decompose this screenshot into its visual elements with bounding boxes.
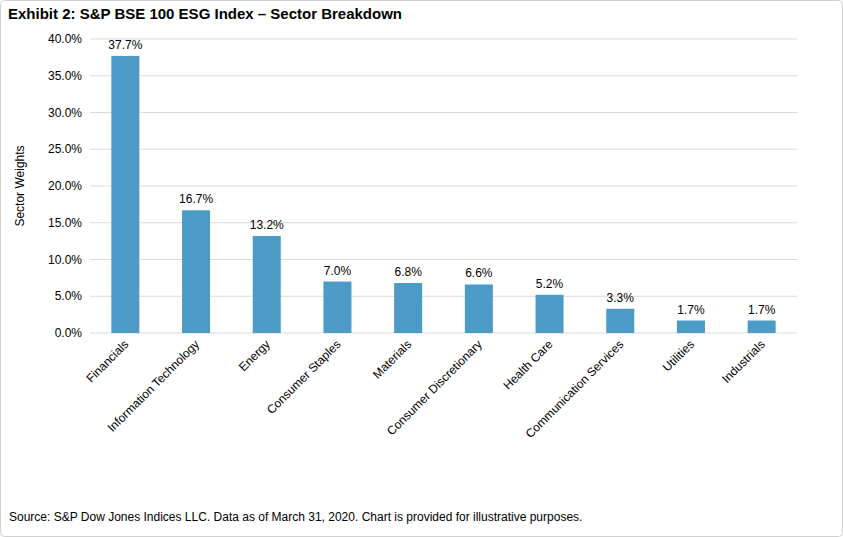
data-label: 6.8% bbox=[394, 265, 422, 279]
data-label: 6.6% bbox=[465, 266, 493, 280]
y-tick-label: 30.0% bbox=[48, 106, 82, 120]
bar bbox=[394, 283, 422, 333]
bar bbox=[253, 236, 281, 333]
grid-line bbox=[90, 75, 797, 76]
y-tick-label: 10.0% bbox=[48, 253, 82, 267]
x-tick-label: Consumer Discretionary bbox=[384, 337, 485, 438]
y-tick-label: 35.0% bbox=[48, 69, 82, 83]
y-tick-label: 20.0% bbox=[48, 179, 82, 193]
data-label: 13.2% bbox=[250, 218, 284, 232]
data-label: 1.7% bbox=[677, 303, 705, 317]
data-label: 37.7% bbox=[108, 38, 142, 52]
bar bbox=[748, 321, 776, 333]
bars bbox=[111, 56, 775, 333]
x-tick-label: Energy bbox=[236, 337, 273, 374]
bar bbox=[111, 56, 139, 333]
x-tick-label: Health Care bbox=[500, 337, 555, 392]
data-label: 5.2% bbox=[536, 277, 564, 291]
y-tick-label: 15.0% bbox=[48, 216, 82, 230]
bar bbox=[182, 210, 210, 333]
x-tick-label: Utilities bbox=[660, 337, 697, 374]
data-label: 1.7% bbox=[748, 303, 776, 317]
grid-line bbox=[90, 149, 797, 150]
bar bbox=[536, 295, 564, 333]
frame bbox=[1, 1, 843, 537]
grid-line bbox=[90, 186, 797, 187]
bar bbox=[323, 282, 351, 333]
y-tick-label: 5.0% bbox=[55, 289, 83, 303]
title: Exhibit 2: S&P BSE 100 ESG Index – Secto… bbox=[8, 5, 402, 22]
x-tick-label: Information Technology bbox=[105, 337, 202, 434]
bar bbox=[606, 309, 634, 333]
y-axis-label: Sector Weights bbox=[13, 145, 27, 226]
y-tick-label: 40.0% bbox=[48, 32, 82, 46]
grid-line bbox=[90, 112, 797, 113]
x-tick-label: Industrials bbox=[719, 337, 768, 386]
x-tick-label: Materials bbox=[370, 337, 414, 381]
grid-line bbox=[90, 39, 797, 40]
data-label: 7.0% bbox=[324, 264, 352, 278]
chart: Exhibit 2: S&P BSE 100 ESG Index – Secto… bbox=[0, 0, 843, 537]
y-tick-label: 25.0% bbox=[48, 142, 82, 156]
data-label: 3.3% bbox=[607, 291, 635, 305]
bar bbox=[677, 321, 705, 333]
x-tick-label: Communication Services bbox=[523, 337, 627, 441]
x-tick-label: Financials bbox=[83, 337, 131, 385]
data-label: 16.7% bbox=[179, 192, 213, 206]
source-note: Source: S&P Dow Jones Indices LLC. Data … bbox=[9, 510, 582, 524]
bar bbox=[465, 284, 493, 333]
x-tick-label: Consumer Staples bbox=[264, 337, 344, 417]
y-tick-label: 0.0% bbox=[55, 326, 83, 340]
